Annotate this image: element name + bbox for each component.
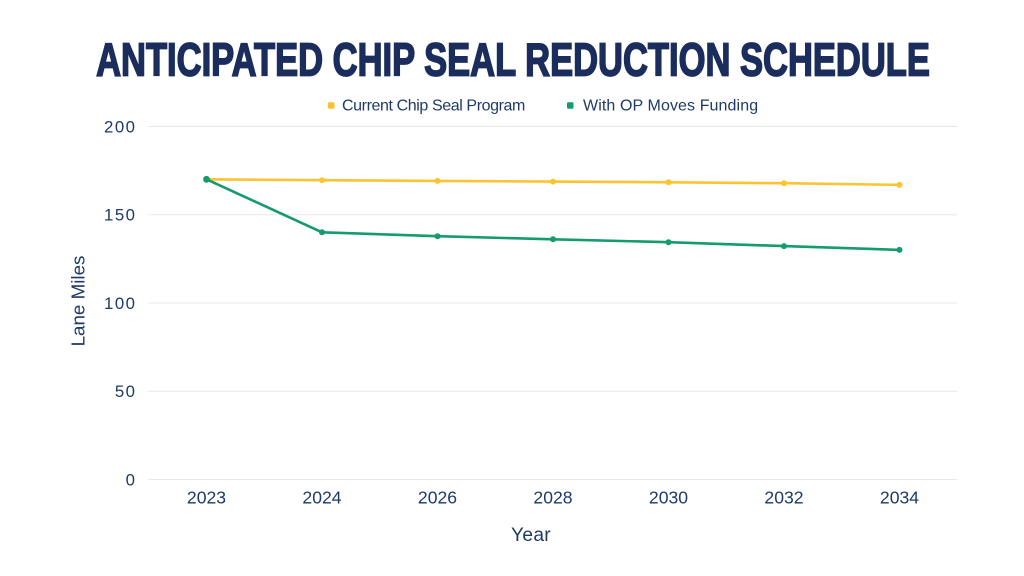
svg-text:2032: 2032 xyxy=(764,488,803,508)
svg-text:2034: 2034 xyxy=(880,488,919,508)
svg-text:2024: 2024 xyxy=(302,488,341,508)
svg-text:Current Chip Seal Program: Current Chip Seal Program xyxy=(342,98,525,115)
svg-text:2030: 2030 xyxy=(649,488,688,508)
svg-text:Year: Year xyxy=(511,525,551,546)
svg-text:2028: 2028 xyxy=(533,488,572,508)
svg-text:ANTICIPATED CHIP SEAL REDUCTIO: ANTICIPATED CHIP SEAL REDUCTION SCHEDULE xyxy=(96,34,930,86)
svg-text:2023: 2023 xyxy=(187,488,226,508)
svg-text:Lane Miles: Lane Miles xyxy=(68,256,89,347)
svg-text:50: 50 xyxy=(115,382,137,401)
svg-text:100: 100 xyxy=(104,294,137,313)
svg-text:0: 0 xyxy=(126,470,137,489)
svg-text:200: 200 xyxy=(104,117,137,136)
svg-text:2026: 2026 xyxy=(418,488,457,508)
svg-text:With OP Moves Funding: With OP Moves Funding xyxy=(583,98,758,115)
svg-text:150: 150 xyxy=(104,206,137,225)
